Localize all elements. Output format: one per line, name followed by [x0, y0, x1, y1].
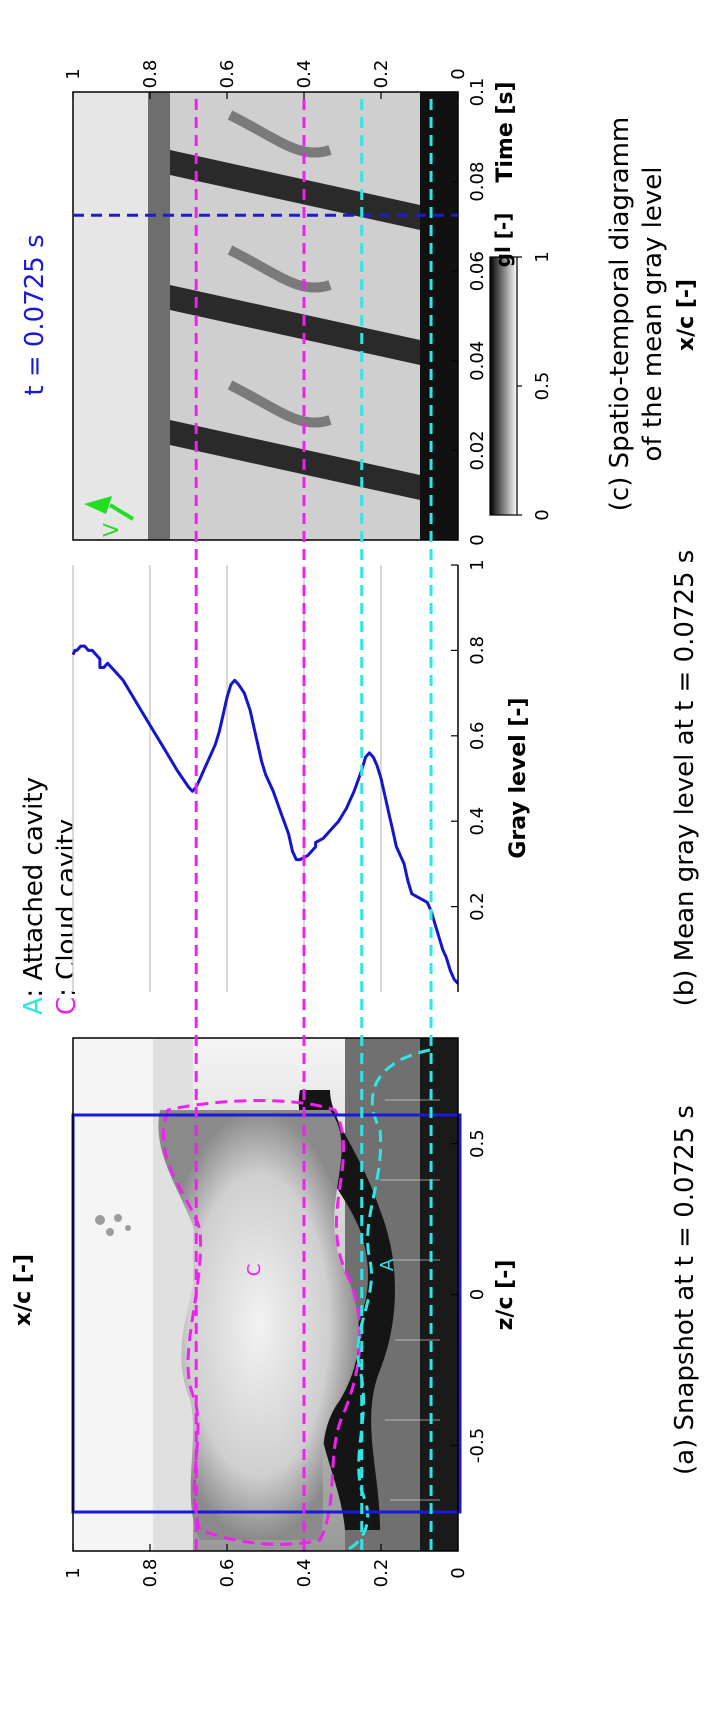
snapshot-xlabel: z/c [-] [493, 1260, 518, 1331]
colorbar-tick-label: 0.5 [532, 372, 553, 401]
gray-level-ticks: 0.2 0.4 0.6 0.8 1 [451, 559, 488, 921]
st-x-tick-label: 0.6 [217, 60, 238, 89]
snapshot-x-tick-label: 0 [448, 1567, 469, 1578]
st-x-tick-label: 0.2 [371, 60, 392, 89]
st-trailing-dark [420, 92, 458, 540]
legend-attached-letter: A [19, 997, 49, 1015]
gray-level-plot-area [73, 565, 458, 992]
spatio-temporal-ticks: 00.020.040.060.080.100.20.40.60.81 [63, 60, 488, 546]
snapshot-ylabel: x/c [-] [11, 1254, 36, 1326]
snapshot-x-tick-label: 0.2 [371, 1559, 392, 1588]
caption-b: (b) Mean gray level at t = 0.0725 s [670, 550, 700, 1007]
caption-c-line1: (c) Spatio-temporal diagramm [605, 117, 635, 511]
gray-level-tick-label: 0.4 [467, 807, 488, 836]
time-tick-label: 0.08 [467, 162, 488, 202]
snapshot-z-tick-label: -0.5 [467, 1428, 488, 1463]
st-x-tick-label: 0 [448, 68, 469, 79]
snapshot-panel: C A -0.5 0 0.5 0 0.2 0.4 0.6 0.8 1 z/c [-] x/c [… [11, 1037, 518, 1587]
bubble [114, 1214, 122, 1222]
cloud-track [227, 380, 332, 428]
legend-attached: A: Attached cavity [19, 777, 49, 1015]
colorbar: 00.51 gl [-] [489, 213, 553, 521]
velocity-arrow: V [84, 496, 135, 537]
gray-level-tick-label: 0.6 [467, 721, 488, 750]
snapshot-upstream-region [73, 1038, 153, 1551]
bubble [106, 1228, 114, 1236]
cloud-track [227, 110, 332, 158]
bubble [125, 1225, 131, 1231]
time-tick-label: 0.1 [467, 78, 488, 107]
spatio-temporal-panel: V 00.020.040.060.080.100.20.40.60.81 Tim… [20, 60, 699, 546]
time-tick-label: 0.04 [467, 341, 488, 381]
velocity-arrow-shaft [108, 503, 135, 521]
gray-level-tick-label: 0.8 [467, 636, 488, 665]
cloud-track [227, 245, 332, 293]
st-x-tick-label: 0.4 [294, 60, 315, 89]
snapshot-x-tick-label: 0.6 [217, 1559, 238, 1588]
shedding-streak [170, 420, 420, 500]
spatio-temporal-xlabel: Time [s] [493, 81, 518, 182]
st-leading-edge-band [148, 92, 170, 540]
colorbar-tick-label: 1 [532, 251, 553, 262]
st-x-tick-label: 0.8 [140, 60, 161, 89]
time-tick-label: 0.06 [467, 251, 488, 291]
snapshot-x-tick-label: 1 [63, 1567, 84, 1578]
attached-cavity-contour [344, 1048, 431, 1552]
snapshot-z-tick-label: 0 [467, 1289, 488, 1300]
snapshot-ticks: -0.5 0 0.5 0 0.2 0.4 0.6 0.8 1 [63, 1129, 488, 1587]
snapshot-z-tick-label: 0.5 [467, 1129, 488, 1158]
caption-a: (a) Snapshot at t = 0.0725 s [670, 1105, 700, 1475]
gray-level-tick-label: 0.2 [467, 892, 488, 921]
st-upstream-band [73, 92, 148, 540]
guide-lines [194, 92, 433, 1550]
region-a-label: A [377, 1258, 398, 1271]
colorbar-tick-label: 0 [532, 509, 553, 520]
colorbar-gradient [490, 257, 517, 515]
cloud-body-image [158, 1110, 359, 1540]
time-tick-label: 0.02 [467, 430, 488, 470]
snapshot-x-tick-label: 0.8 [140, 1559, 161, 1588]
time-tick-label: 0 [467, 534, 488, 545]
bubble-cluster [95, 1214, 131, 1236]
velocity-arrow-head [84, 496, 112, 514]
shedding-streak [170, 285, 420, 365]
spatio-temporal-ylabel: x/c [-] [674, 279, 699, 351]
gray-level-xlabel: Gray level [-] [506, 697, 531, 858]
gray-level-panel: 0.2 0.4 0.6 0.8 1 Gray level [-] [71, 559, 531, 992]
colorbar-label: gl [-] [491, 213, 515, 268]
st-x-tick-label: 1 [63, 68, 84, 79]
snapshot-x-tick-label: 0.4 [294, 1559, 315, 1588]
velocity-label: V [99, 523, 123, 537]
colorbar-ticks: 00.51 [517, 251, 553, 521]
gray-level-tick-label: 1 [467, 559, 488, 570]
legend-attached-text: : Attached cavity [19, 777, 49, 998]
region-c-label: C [244, 1264, 265, 1277]
time-marker-label: t = 0.0725 s [20, 234, 50, 395]
caption-c-line2: of the mean gray level [638, 167, 668, 462]
bubble [95, 1215, 105, 1225]
spatio-temporal-axes-frame [72, 91, 459, 541]
shedding-streaks [170, 110, 420, 500]
gray-level-curve [71, 644, 460, 985]
shedding-streak [170, 150, 420, 230]
legend-cloud-letter: C [52, 997, 82, 1015]
